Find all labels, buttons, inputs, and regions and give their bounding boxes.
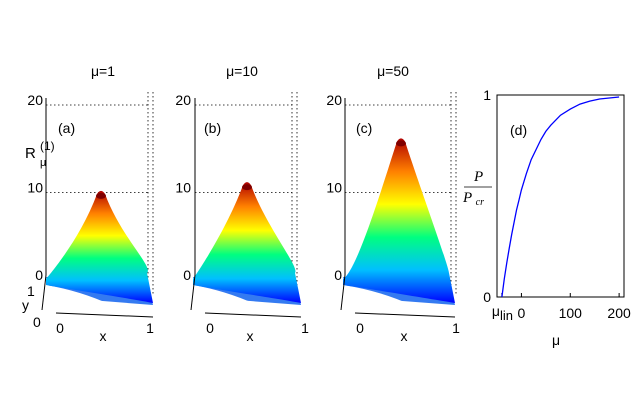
z-tick-label: 0 bbox=[183, 267, 191, 283]
x-axis-line bbox=[55, 312, 154, 318]
surface-peak bbox=[46, 190, 153, 303]
panel-c-surface: μ=50 (c) x 0 10 20 0 1 bbox=[326, 63, 460, 344]
surface-peak-cap bbox=[396, 140, 406, 147]
x-tick-label: 0 bbox=[206, 320, 214, 336]
panel-a-zlabel-sub: μ bbox=[40, 157, 46, 169]
panel-a-zlabel-sup: (1) bbox=[40, 139, 55, 153]
panel-d-ylabel-denominator: P cr bbox=[462, 190, 484, 208]
x-tick-label: 200 bbox=[607, 305, 631, 321]
panel-c-xlabel: x bbox=[401, 328, 408, 344]
x-tick-label: 0 bbox=[356, 320, 364, 336]
x-axis-line bbox=[204, 312, 302, 318]
panel-d-label: (d) bbox=[510, 122, 527, 138]
surface-peak-cap bbox=[242, 184, 252, 191]
x-tick-label: 1 bbox=[452, 320, 460, 336]
y-axis-line bbox=[340, 274, 346, 311]
z-tick-label: 10 bbox=[326, 180, 342, 196]
x-tick-label: 0 bbox=[56, 320, 64, 336]
z-tick-label: 10 bbox=[27, 180, 43, 196]
panel-c-title: μ=50 bbox=[377, 63, 409, 79]
x-tick-label: 100 bbox=[559, 305, 583, 321]
panel-a-title: μ=1 bbox=[91, 63, 115, 79]
panel-a-label: (a) bbox=[58, 120, 75, 136]
panel-a-zlabel: R (1) bbox=[25, 139, 55, 162]
panel-a-ylabel: y bbox=[22, 297, 29, 313]
y-tick-label: 0 bbox=[483, 289, 491, 305]
z-tick-label: 0 bbox=[334, 267, 342, 283]
panel-b-xlabel: x bbox=[247, 328, 254, 344]
z-tick-label: 0 bbox=[35, 267, 43, 283]
panel-d-ylabel-numerator: P bbox=[473, 169, 483, 185]
x-tick-label: 1 bbox=[146, 320, 154, 336]
y-tick-label: 1 bbox=[27, 283, 35, 299]
y-tick-label: 1 bbox=[483, 87, 491, 103]
surface-peak-cap bbox=[96, 192, 106, 199]
surface-floor-cutout bbox=[343, 285, 411, 305]
panel-a-xlabel: x bbox=[100, 328, 107, 344]
x-axis-line bbox=[354, 312, 456, 318]
y-axis-line bbox=[41, 274, 47, 311]
series-line bbox=[501, 96, 620, 298]
x-tick-label: 0 bbox=[518, 305, 526, 321]
x-tick-label: μlin bbox=[492, 303, 513, 323]
surface-floor-cutout bbox=[193, 285, 257, 305]
z-tick-label: 20 bbox=[27, 92, 43, 108]
surface-floor-cutout bbox=[46, 285, 111, 305]
x-tick-label-main: μ bbox=[492, 303, 500, 319]
x-tick-label-sub: lin bbox=[500, 308, 513, 323]
surface-peak bbox=[343, 138, 455, 303]
z-tick-label: 20 bbox=[175, 92, 191, 108]
panel-d-xlabel: μ bbox=[552, 332, 560, 348]
panel-d-plot-box bbox=[496, 94, 625, 298]
panel-b-surface: μ=10 (b) x 0 10 20 0 1 bbox=[175, 63, 309, 344]
panel-d-ylabel-den-sub: cr bbox=[476, 197, 484, 208]
y-axis-line bbox=[190, 274, 196, 311]
panel-d-ylabel-den-main: P bbox=[462, 190, 472, 206]
surface-peak bbox=[193, 182, 301, 303]
z-tick-label: 20 bbox=[326, 92, 342, 108]
x-tick-label: 1 bbox=[301, 320, 309, 336]
panel-b-label: (b) bbox=[204, 120, 221, 136]
y-tick-label: 0 bbox=[33, 314, 41, 330]
panel-a-zlabel-main: R bbox=[25, 145, 36, 162]
panel-b-title: μ=10 bbox=[226, 63, 258, 79]
panel-c-label: (c) bbox=[356, 120, 372, 136]
z-tick-label: 10 bbox=[175, 180, 191, 196]
